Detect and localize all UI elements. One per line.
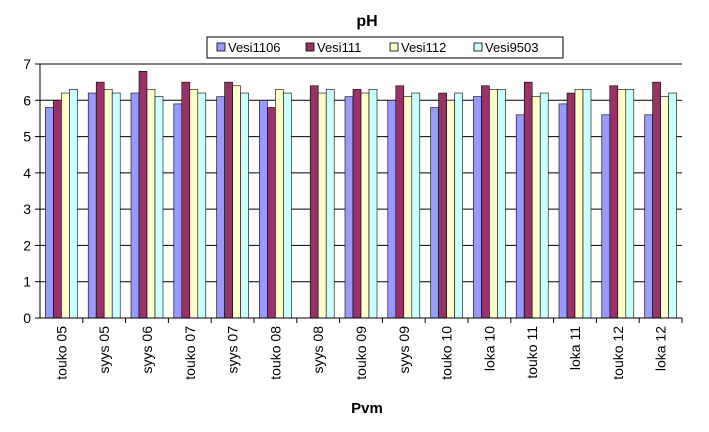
bar-vesi111 [523, 81, 533, 319]
x-tick-label: loka 11 [567, 326, 583, 370]
bar-vesi1106 [259, 99, 268, 319]
legend-label: Vesi9503 [485, 40, 539, 55]
bar-vesi9503 [283, 92, 292, 319]
bar-vesi1106 [173, 103, 183, 319]
bar-vesi9503 [111, 92, 121, 319]
legend-label: Vesi1106 [228, 40, 281, 55]
y-tick-label: 7 [23, 56, 31, 72]
bar-vesi112 [146, 89, 156, 319]
bar-vesi112 [232, 85, 241, 319]
bar-vesi1106 [473, 96, 482, 319]
bar-vesi9503 [69, 89, 78, 319]
x-tick-label: touko 05 [53, 326, 69, 380]
x-axis-title: Pvm [351, 400, 383, 417]
x-tick-label: touko 11 [524, 326, 540, 379]
legend-swatch [389, 42, 399, 52]
bar-vesi9503 [625, 89, 635, 319]
legend-label: Vesi111 [317, 40, 361, 55]
bar-vesi112 [317, 92, 327, 319]
bar-vesi1106 [558, 103, 568, 319]
bar-vesi111 [652, 81, 661, 319]
y-tick-label: 2 [23, 237, 31, 253]
y-tick-label: 0 [23, 310, 31, 326]
x-tick-label: touko 08 [267, 326, 283, 380]
legend-box [206, 36, 564, 59]
bar-vesi111 [267, 107, 276, 319]
bar-vesi9503 [539, 92, 549, 319]
bar-vesi111 [309, 85, 319, 319]
bar-vesi9503 [240, 92, 249, 319]
bar-vesi111 [224, 81, 233, 319]
bar-vesi1106 [130, 92, 140, 319]
plot-area: 0 1 2 3 4 5 6 7 touko 05 syys 05 syys 06 touko 07 sy… [23, 56, 683, 380]
bar-vesi1106 [216, 96, 225, 319]
y-tick-label: 6 [23, 92, 31, 108]
bar-vesi112 [61, 92, 70, 319]
bar-vesi111 [438, 92, 447, 319]
bar-vesi1106 [45, 107, 54, 319]
x-tick-label: syys 06 [139, 326, 155, 374]
x-tick-label: touko 12 [610, 326, 626, 380]
x-tick-label: loka 12 [653, 326, 669, 371]
bar-vesi112 [189, 89, 199, 319]
bar-vesi9503 [325, 89, 335, 319]
x-tick-label: syys 08 [310, 326, 326, 374]
bar-vesi1106 [430, 107, 439, 319]
bar-vesi112 [531, 96, 541, 319]
chart-title: pH [356, 13, 377, 30]
x-tick-label: syys 05 [96, 326, 112, 374]
y-tick-label: 5 [23, 129, 31, 145]
bar-vesi111 [181, 81, 191, 319]
bar-vesi9503 [368, 89, 378, 319]
x-tick-label: touko 07 [182, 326, 198, 380]
bar-vesi9503 [454, 92, 463, 319]
bar-vesi112 [275, 89, 284, 319]
bar-vesi1106 [644, 114, 653, 319]
bar-vesi9503 [411, 92, 421, 319]
legend-swatch [305, 42, 315, 52]
bar-vesi1106 [601, 114, 611, 319]
y-tick-label: 4 [23, 165, 31, 181]
bar-vesi112 [617, 89, 627, 319]
bar-vesi112 [660, 96, 669, 319]
y-tick-label: 1 [23, 274, 31, 290]
bar-vesi111 [53, 99, 62, 319]
bar-vesi111 [95, 81, 105, 319]
x-tick-label: touko 10 [439, 326, 455, 380]
x-tick-label: syys 07 [225, 326, 241, 374]
bar-vesi1106 [387, 99, 397, 319]
x-tick-label: touko 09 [353, 326, 369, 380]
legend-swatch [216, 42, 226, 52]
bar-vesi112 [489, 89, 498, 319]
legend-swatch [473, 42, 483, 52]
y-tick-label: 3 [23, 201, 31, 217]
bar-vesi112 [360, 92, 370, 319]
bar-vesi111 [138, 70, 148, 319]
bar-vesi1106 [87, 92, 97, 319]
bar-vesi9503 [668, 92, 677, 319]
x-tick-label: syys 09 [396, 326, 412, 374]
x-tick-label: loka 10 [481, 326, 497, 371]
bar-vesi112 [403, 96, 413, 319]
bar-vesi112 [103, 89, 113, 319]
bar-vesi111 [566, 92, 576, 319]
bar-vesi112 [446, 99, 455, 319]
bar-vesi111 [609, 85, 619, 319]
bar-vesi1106 [515, 114, 525, 319]
legend: Vesi1106 Vesi111 Vesi112 Vesi9503 [206, 36, 564, 59]
bar-vesi112 [574, 89, 584, 319]
bar-vesi1106 [344, 96, 354, 319]
bar-vesi111 [352, 89, 362, 319]
bar-vesi111 [395, 85, 405, 319]
bar-vesi9503 [582, 89, 592, 319]
legend-label: Vesi112 [401, 40, 446, 55]
bar-vesi9503 [497, 89, 506, 319]
bar-vesi9503 [154, 96, 164, 319]
bar-vesi9503 [197, 92, 207, 319]
bar-vesi111 [481, 85, 490, 319]
